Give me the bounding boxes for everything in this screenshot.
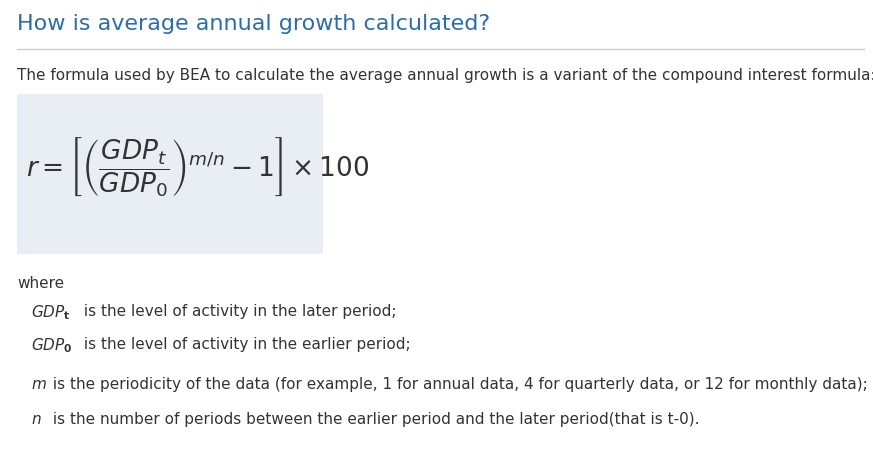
Text: $\mathbf{\it{GDP}}_{\mathbf{0}}$: $\mathbf{\it{GDP}}_{\mathbf{0}}$: [31, 337, 72, 356]
Text: where: where: [17, 276, 65, 291]
Text: is the level of activity in the later period;: is the level of activity in the later pe…: [79, 304, 396, 319]
Text: is the level of activity in the earlier period;: is the level of activity in the earlier …: [79, 337, 410, 352]
Text: $\mathbf{\it{m}}$: $\mathbf{\it{m}}$: [31, 377, 46, 392]
Text: is the periodicity of the data (for example, 1 for annual data, 4 for quarterly : is the periodicity of the data (for exam…: [48, 377, 873, 392]
FancyBboxPatch shape: [17, 94, 323, 254]
Text: $\it{r} = \left[\left(\dfrac{GDP_t}{GDP_0}\right)^{m/n} - 1\right] \times 100$: $\it{r} = \left[\left(\dfrac{GDP_t}{GDP_…: [26, 135, 369, 199]
Text: How is average annual growth calculated?: How is average annual growth calculated?: [17, 14, 491, 34]
Text: $\mathbf{\it{GDP}}_{\mathbf{t}}$: $\mathbf{\it{GDP}}_{\mathbf{t}}$: [31, 304, 71, 323]
Text: is the number of periods between the earlier period and the later period(that is: is the number of periods between the ear…: [48, 412, 699, 427]
Text: The formula used by BEA to calculate the average annual growth is a variant of t: The formula used by BEA to calculate the…: [17, 68, 873, 83]
Text: $\mathbf{\it{n}}$: $\mathbf{\it{n}}$: [31, 412, 41, 427]
